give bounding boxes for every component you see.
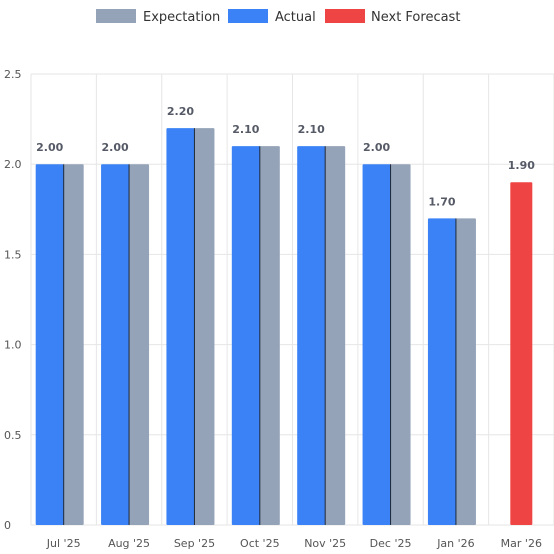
legend-swatch <box>228 9 268 23</box>
data-label: 1.70 <box>428 195 455 208</box>
bar-expectation <box>390 164 411 525</box>
data-label: 2.20 <box>167 105 194 118</box>
bar-expectation <box>63 164 84 525</box>
x-tick-label: Mar '26 <box>501 537 542 550</box>
x-tick-label: Oct '25 <box>240 537 280 550</box>
chart-legend: Expectation Actual Next Forecast <box>96 9 460 25</box>
x-tick-label: Dec '25 <box>370 537 412 550</box>
y-axis: 0 0.5 1.0 1.5 2.0 2.5 <box>4 68 22 532</box>
x-tick-label: Jul '25 <box>46 537 81 550</box>
bar-expectation <box>455 218 476 525</box>
data-label: 2.10 <box>232 123 259 136</box>
bar-next-forecast <box>510 182 533 526</box>
y-tick-label: 1.5 <box>4 248 22 261</box>
legend-swatch <box>325 9 365 23</box>
bar-actual <box>297 146 326 525</box>
bar-actual <box>362 164 391 525</box>
y-tick-label: 2.0 <box>4 158 22 171</box>
data-label: 2.00 <box>36 141 63 154</box>
legend-label: Next Forecast <box>371 10 460 25</box>
data-labels: 2.00 2.00 2.20 2.10 2.10 2.00 1.70 1.90 <box>36 105 535 208</box>
bar-expectation <box>194 128 215 525</box>
data-label: 1.90 <box>508 159 535 172</box>
x-tick-label: Aug '25 <box>108 537 150 550</box>
x-tick-label: Jan '26 <box>436 537 474 550</box>
bar-actual <box>101 164 130 525</box>
legend-swatch <box>96 9 136 23</box>
legend-label: Actual <box>275 10 316 25</box>
x-tick-label: Sep '25 <box>174 537 215 550</box>
bar-expectation <box>259 146 280 525</box>
y-tick-label: 1.0 <box>4 339 22 352</box>
bar-expectation <box>325 146 346 525</box>
bar-actual <box>427 218 456 525</box>
chart-grid <box>30 73 554 526</box>
data-label: 2.10 <box>298 123 325 136</box>
bar-expectation <box>129 164 150 525</box>
x-axis: Jul '25 Aug '25 Sep '25 Oct '25 Nov '25 Dec '… <box>46 537 542 550</box>
data-label: 2.00 <box>363 141 390 154</box>
y-tick-label: 0 <box>4 519 11 532</box>
bar-actual <box>231 146 260 525</box>
bar-actual <box>35 164 64 525</box>
y-tick-label: 0.5 <box>4 429 22 442</box>
y-tick-label: 2.5 <box>4 68 22 81</box>
bar-actual <box>166 128 195 525</box>
x-tick-label: Nov '25 <box>304 537 346 550</box>
data-label: 2.00 <box>101 141 128 154</box>
legend-label: Expectation <box>143 10 220 25</box>
chart-bars <box>35 128 533 526</box>
